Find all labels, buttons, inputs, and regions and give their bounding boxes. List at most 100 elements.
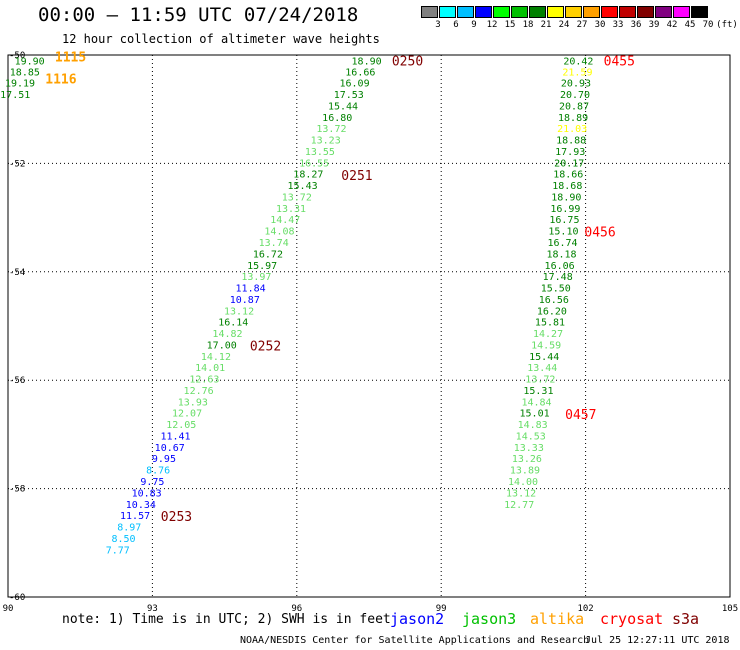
colorbar-swatch [529, 6, 546, 18]
chart-title: 00:00 – 11:59 UTC 07/24/2018 [38, 4, 359, 26]
data-label: 12.77 [504, 500, 534, 511]
y-tick-label: -54 [9, 268, 25, 278]
data-label: 14.08 [264, 227, 294, 238]
colorbar-level-label: 39 [648, 20, 660, 30]
data-label: 15.81 [535, 318, 565, 329]
data-label: 15.43 [288, 181, 318, 192]
data-label: 1116 [45, 72, 76, 87]
x-tick-label: 93 [147, 604, 158, 614]
data-label: 13.93 [178, 397, 208, 408]
data-label: 20.87 [559, 101, 589, 112]
data-label: 13.89 [510, 466, 540, 477]
data-label: 8.97 [117, 523, 141, 534]
satellite-legend-altika: altika [530, 610, 585, 628]
data-label: 16.66 [345, 67, 375, 78]
colorbar-swatch [511, 6, 528, 18]
data-label: 20.70 [560, 90, 590, 101]
data-label: 12.63 [189, 375, 219, 386]
data-label: 16.74 [547, 238, 577, 249]
time-label: 0455 [604, 54, 635, 69]
data-label: 14.83 [518, 420, 548, 431]
colorbar-level-label: 30 [594, 20, 606, 30]
data-label: 13.97 [241, 272, 271, 283]
data-label: 18.18 [546, 249, 576, 260]
data-label: 16.20 [537, 306, 567, 317]
colorbar-level-label: 15 [504, 20, 516, 30]
data-label: 13.33 [514, 443, 544, 454]
x-tick-label: 96 [291, 604, 302, 614]
colorbar-level-label: 21 [540, 20, 552, 30]
data-label: 11.57 [120, 511, 150, 522]
data-label: 14.59 [531, 340, 561, 351]
data-label: 14.12 [201, 352, 231, 363]
data-label: 15.50 [541, 284, 571, 295]
colorbar-swatch [493, 6, 510, 18]
colorbar-swatch [565, 6, 582, 18]
data-label: 21.03 [557, 124, 587, 135]
data-label: 20.17 [554, 158, 584, 169]
time-label: 0251 [341, 169, 372, 184]
data-label: 13.31 [276, 204, 306, 215]
data-label: 12.76 [184, 386, 214, 397]
data-label: 13.55 [305, 147, 335, 158]
data-label: 9.95 [152, 454, 176, 465]
data-label: 19.90 [15, 56, 45, 67]
data-label: 10.34 [126, 500, 156, 511]
data-label: 13.72 [316, 124, 346, 135]
data-label: 13.72 [282, 192, 312, 203]
colorbar-legend [421, 6, 709, 18]
data-label: 18.68 [552, 181, 582, 192]
data-label: 13.44 [527, 363, 557, 374]
footer-note: note: 1) Time is in UTC; 2) SWH is in fe… [62, 612, 391, 627]
data-label: 16.80 [322, 113, 352, 124]
colorbar-level-label: 6 [453, 20, 459, 30]
data-label: 16.72 [253, 249, 283, 260]
data-label: 13.26 [512, 454, 542, 465]
data-label: 16.75 [549, 215, 579, 226]
colorbar-level-label: 33 [612, 20, 624, 30]
data-label: 16.06 [545, 261, 575, 272]
data-label: 13.12 [224, 306, 254, 317]
data-label: 14.27 [533, 329, 563, 340]
timestamp-text: Jul 25 12:27:11 UTC 2018 [585, 635, 730, 646]
colorbar-level-label: 27 [576, 20, 588, 30]
data-label: 10.67 [155, 443, 185, 454]
x-tick-label: 99 [436, 604, 447, 614]
data-label: 17.93 [555, 147, 585, 158]
data-label: 9.75 [140, 477, 164, 488]
data-label: 13.72 [525, 375, 555, 386]
data-label: 13.74 [259, 238, 289, 249]
data-label: 14.00 [508, 477, 538, 488]
colorbar-swatch [475, 6, 492, 18]
colorbar-level-label: 42 [666, 20, 678, 30]
data-label: 13.23 [311, 136, 341, 147]
data-label: 15.10 [548, 227, 578, 238]
data-label: 15.44 [328, 101, 358, 112]
data-label: 12.05 [166, 420, 196, 431]
data-label: 14.01 [195, 363, 225, 374]
chart-subtitle: 12 hour collection of altimeter wave hei… [62, 32, 380, 46]
data-label: 18.88 [556, 136, 586, 147]
colorbar-level-label: 18 [522, 20, 534, 30]
y-tick-label: -60 [9, 593, 25, 603]
time-label: 0253 [161, 510, 192, 525]
colorbar-swatch [547, 6, 564, 18]
data-label: 18.66 [553, 170, 583, 181]
data-label: 14.53 [516, 431, 546, 442]
colorbar-swatch [439, 6, 456, 18]
satellite-legend-cryosat: cryosat [600, 610, 664, 628]
satellite-legend-s3a: s3a [672, 610, 700, 628]
colorbar-level-label: 24 [558, 20, 570, 30]
colorbar-swatch [457, 6, 474, 18]
x-tick-label: 90 [3, 604, 14, 614]
y-tick-label: -58 [9, 485, 25, 495]
data-label: 16.99 [550, 204, 580, 215]
data-label: 21.59 [562, 67, 592, 78]
data-label: 14.82 [212, 329, 242, 340]
data-label: 15.31 [523, 386, 553, 397]
time-label: 0456 [584, 226, 615, 241]
data-label: 18.85 [10, 67, 40, 78]
data-label: 20.93 [561, 79, 591, 90]
data-label: 15.44 [529, 352, 559, 363]
